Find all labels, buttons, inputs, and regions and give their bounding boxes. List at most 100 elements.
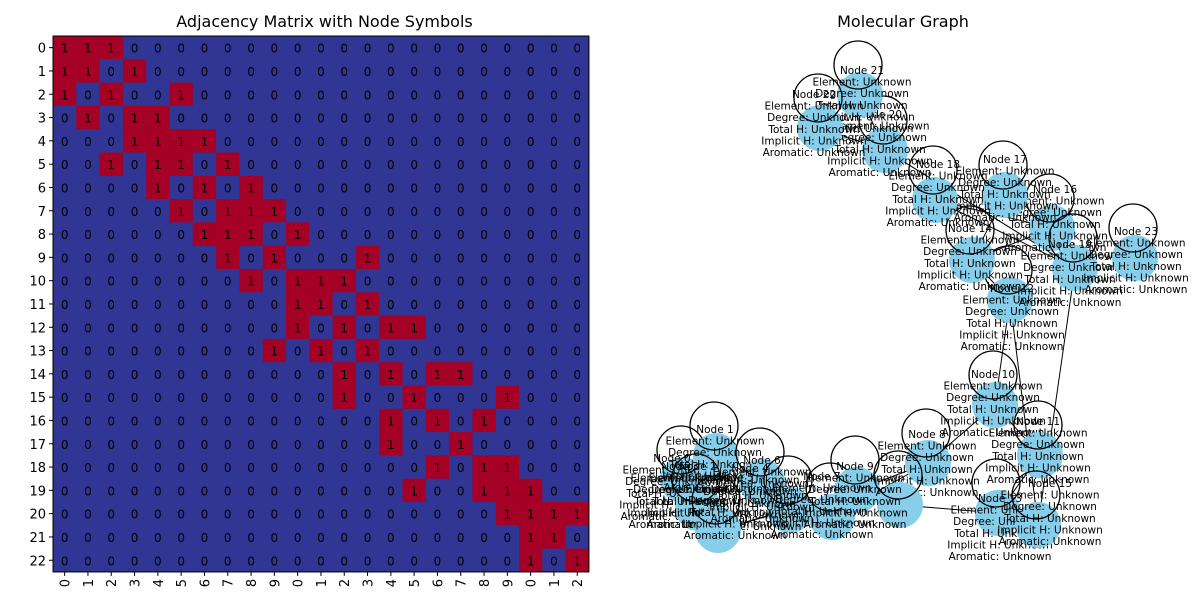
x-tick-label: 1 [548,579,563,587]
heatmap-cell [239,432,264,456]
heatmap-cell-label: 0 [224,484,232,498]
heatmap-cell [169,408,194,433]
heatmap-cell [53,432,77,456]
heatmap-cell-label: 1 [247,228,255,242]
heatmap-cell [262,408,287,433]
heatmap-cell-label: 0 [527,88,535,102]
heatmap-cell-label: 0 [201,508,209,522]
heatmap-cell [262,105,287,130]
heatmap-cell-label: 0 [107,251,115,265]
x-tick-label: 4 [385,579,400,587]
heatmap-cell-label: 0 [573,368,581,382]
heatmap-cell-label: 0 [527,42,535,56]
y-tick-label: 15 [29,391,46,406]
heatmap-cell [472,502,497,526]
graph-node [693,433,739,479]
heatmap-cell [332,269,357,293]
heatmap-cell [262,338,287,363]
heatmap-cell [309,82,333,107]
heatmap-cell-label: 0 [410,181,418,195]
heatmap-cell [53,222,77,247]
graph-node-label: Node 18 Element: Unknown Degree: Unknown To… [885,159,990,229]
heatmap-cell-label: 0 [317,158,325,172]
heatmap-cell [122,199,147,223]
heatmap-cell [99,478,124,503]
heatmap-cell-label: 0 [271,135,279,149]
heatmap-cell [425,338,450,363]
y-tick-label: 8 [38,228,46,243]
heatmap-cell-label: 0 [434,321,442,335]
heatmap-cell-label: 0 [340,345,348,359]
heatmap-cell [495,269,520,293]
heatmap-cell [565,525,590,549]
heatmap-cell-label: 1 [504,508,512,522]
heatmap-cell [262,478,287,503]
heatmap-cell-label: 1 [201,181,209,195]
heatmap-cell [169,432,194,456]
heatmap-cell [262,269,287,293]
heatmap-cell [425,315,450,340]
heatmap-cell [239,222,264,247]
heatmap-cell-label: 0 [434,205,442,219]
heatmap-cell [542,432,566,456]
heatmap-cell [146,408,170,433]
heatmap-cell [262,292,287,316]
heatmap-cell-label: 0 [387,391,395,405]
heatmap-cell-label: 0 [271,414,279,428]
heatmap-cell-label: 0 [201,531,209,545]
heatmap-cell-label: 0 [480,321,488,335]
heatmap-cell-label: 0 [457,112,465,126]
heatmap-cell-label: 0 [480,251,488,265]
heatmap-cell [286,455,310,480]
heatmap-cell [76,338,100,363]
heatmap-cell [146,292,170,316]
y-tick-label: 22 [29,554,46,569]
heatmap-cell-label: 0 [317,88,325,102]
heatmap-cell [449,385,473,410]
y-tick-label: 2 [38,88,46,103]
heatmap-cell-label: 0 [573,135,581,149]
heatmap-cell-label: 0 [317,414,325,428]
heatmap-cell-label: 0 [527,275,535,289]
heatmap-cell [542,548,566,573]
heatmap-cell-label: 0 [340,42,348,56]
heatmap-cell-label: 0 [84,135,92,149]
heatmap-cell [76,269,100,293]
heatmap-cell [216,105,240,130]
heatmap-cell [355,455,380,480]
heatmap-cell-label: 1 [154,135,162,149]
heatmap-cell [169,292,194,316]
heatmap-cell [216,502,240,526]
heatmap-cell [169,59,194,83]
heatmap-cell-label: 0 [247,508,255,522]
heatmap-cell [402,269,427,293]
heatmap-cell-label: 0 [131,181,139,195]
x-tick-label: 5 [175,579,190,587]
y-tick-label: 13 [29,345,46,360]
heatmap-cell [472,199,497,223]
heatmap-cell [122,59,147,83]
heatmap-cell-label: 1 [457,368,465,382]
heatmap-cell [425,525,450,549]
heatmap-cell [169,222,194,247]
heatmap-cell [379,338,403,363]
heatmap-cell [286,82,310,107]
heatmap-cell [519,245,543,270]
heatmap-cell [99,36,124,60]
heatmap-cell-label: 0 [131,531,139,545]
heatmap-cell-label: 0 [364,484,372,498]
heatmap-cell [99,315,124,340]
heatmap-cell [76,315,100,340]
heatmap-cell-label: 0 [480,228,488,242]
heatmap-cell-label: 0 [340,438,348,452]
heatmap-cell-label: 0 [504,65,512,79]
heatmap-cell [192,59,217,83]
graph-self-loop [968,350,1018,400]
heatmap-cell [542,59,566,83]
heatmap-cell-label: 1 [224,205,232,219]
heatmap-cell [495,525,520,549]
heatmap-cell-label: 1 [387,438,395,452]
heatmap-cell-label: 0 [177,251,185,265]
heatmap-cell [402,175,427,200]
heatmap-cell-label: 0 [364,554,372,568]
